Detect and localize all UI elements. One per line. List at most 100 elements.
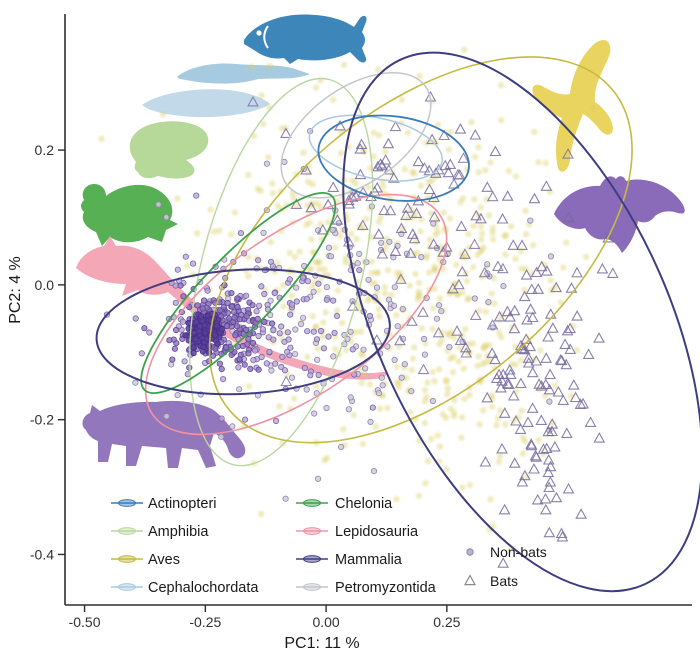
point-bat-triangle: [417, 363, 430, 375]
point-bat-triangle: [442, 166, 455, 178]
point-mammalia: [234, 303, 241, 311]
point-mixed: [299, 314, 307, 321]
point-aves: [342, 259, 349, 266]
point-aves: [309, 313, 317, 320]
point-aves: [257, 187, 264, 194]
point-bat-triangle: [427, 238, 440, 249]
point-mammalia: [331, 329, 338, 336]
point-aves: [497, 82, 505, 89]
point-mixed: [174, 391, 181, 399]
point-mammalia: [201, 322, 208, 329]
point-aves: [448, 329, 456, 336]
ellipse-cephalochordata: [308, 114, 443, 182]
point-mixed: [310, 288, 317, 295]
point-mixed: [268, 367, 275, 374]
point-bat-triangle: [400, 209, 412, 220]
point-aves: [377, 213, 384, 220]
point-mammalia: [190, 350, 197, 357]
point-aves: [305, 266, 313, 273]
legend-label: Lepidosauria: [335, 524, 419, 540]
point-mammalia: [325, 333, 332, 340]
point-bat-triangle: [327, 181, 340, 192]
point-aves: [535, 158, 542, 166]
point-bat-triangle: [571, 310, 584, 321]
point-aves: [408, 366, 415, 374]
point-mammalia: [255, 332, 262, 340]
point-aves: [436, 295, 443, 302]
point-aves: [461, 395, 468, 403]
point-aves: [288, 292, 295, 300]
point-aves: [399, 225, 406, 232]
point-aves: [450, 413, 458, 420]
point-aves: [303, 221, 310, 228]
point-aves: [426, 244, 434, 251]
point-mammalia: [174, 266, 181, 273]
point-bat-triangle: [354, 143, 367, 154]
point-aves: [517, 356, 525, 364]
legend-ellipse-swatch: [303, 499, 321, 507]
point-aves: [432, 139, 439, 147]
point-bat-triangle: [451, 325, 463, 336]
point-mammalia: [243, 292, 250, 299]
point-bat-triangle: [460, 346, 473, 358]
point-aves: [424, 379, 431, 386]
point-aves: [468, 119, 475, 126]
point-aves: [582, 253, 590, 260]
point-aves: [393, 496, 400, 503]
point-bat-triangle: [550, 281, 563, 293]
point-bat-triangle: [524, 303, 537, 314]
point-bat-triangle: [355, 138, 368, 150]
point-aves: [460, 365, 467, 372]
point-aves: [368, 258, 375, 265]
point-bat-triangle: [247, 95, 259, 107]
point-bat-triangle: [454, 334, 467, 346]
point-mammalia: [279, 353, 286, 360]
point-bat-triangle: [535, 260, 548, 272]
point-bat-triangle: [300, 163, 313, 175]
point-bat-triangle: [557, 394, 570, 405]
point-mammalia: [249, 302, 256, 309]
point-bat-triangle: [539, 492, 552, 504]
point-aves: [340, 61, 348, 69]
point-aves: [429, 305, 437, 312]
point-aves: [488, 395, 496, 402]
point-mammalia: [287, 344, 294, 351]
point-bat-triangle: [556, 530, 569, 542]
point-mammalia: [181, 358, 188, 365]
point-aves: [231, 209, 239, 216]
point-aves: [321, 457, 328, 464]
petromyzontida-lamprey-icon: [177, 63, 310, 84]
point-mammalia: [218, 325, 225, 333]
point-aves: [531, 128, 538, 135]
point-mixed: [314, 356, 321, 363]
point-bat-triangle: [539, 503, 552, 515]
point-mammalia: [270, 327, 277, 334]
point-mammalia: [366, 312, 373, 320]
point-bat-triangle: [554, 353, 567, 365]
point-bat-triangle: [401, 202, 414, 213]
class-legend: Actinopteri Amphibia Aves Cephalochordata Ch…: [111, 496, 437, 596]
point-mammalia: [171, 345, 178, 352]
point-mixed: [394, 323, 401, 330]
point-aves: [471, 196, 478, 203]
point-aves: [380, 183, 387, 190]
point-aves: [370, 129, 377, 136]
point-aves: [476, 421, 483, 428]
point-aves: [429, 368, 436, 376]
point-bat-triangle: [514, 377, 527, 389]
point-bat-triangle: [496, 212, 509, 224]
point-mammalia: [271, 289, 278, 297]
point-bat-triangle: [548, 440, 561, 452]
point-aves: [269, 180, 276, 187]
point-aves: [456, 344, 463, 351]
point-bat-triangle: [518, 290, 531, 302]
point-bat-triangle: [531, 493, 544, 505]
point-bat-triangle: [452, 278, 465, 290]
point-bat-triangle: [530, 354, 543, 366]
point-bat-triangle: [596, 262, 609, 274]
x-axis-title: PC1: 11 %: [284, 635, 359, 652]
point-mammalia: [320, 345, 327, 352]
amphibia-frog-icon: [129, 121, 209, 179]
point-mixed: [292, 326, 299, 333]
point-mammalia: [315, 280, 322, 287]
